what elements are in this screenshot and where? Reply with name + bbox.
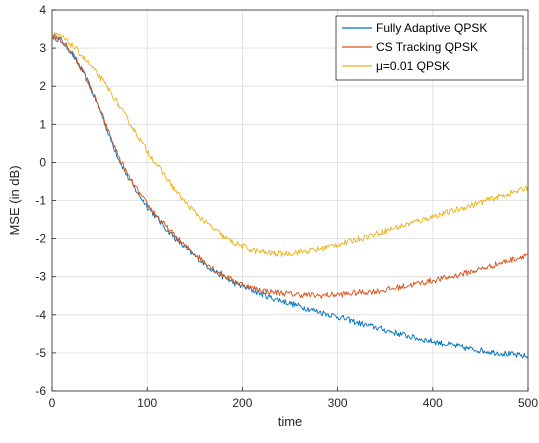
series-line-2: [52, 35, 529, 299]
y-axis-label: MSE (in dB): [7, 165, 22, 235]
legend-label-2: CS Tracking QPSK: [376, 40, 478, 54]
y-tick-label: -4: [35, 308, 46, 322]
y-tick-label: 4: [39, 3, 46, 17]
series-line-1: [52, 34, 529, 359]
y-tick-label: 2: [39, 79, 46, 93]
y-tick-label: -1: [35, 194, 46, 208]
y-tick-label: -2: [35, 232, 46, 246]
y-tick-label: 1: [39, 117, 46, 131]
y-tick-label: -3: [35, 270, 46, 284]
y-tick-label: -6: [35, 384, 46, 398]
axis-ticks: 0 100 200 300 400 500 -6 -5 -4 -3 -2 -1 0 1 2 3 4: [35, 3, 538, 410]
legend: Fully Adaptive QPSK CS Tracking QPSK μ=0.0…: [335, 15, 524, 81]
x-tick-label: 200: [232, 396, 252, 410]
x-tick-label: 300: [328, 396, 348, 410]
legend-label-1: Fully Adaptive QPSK: [376, 21, 487, 35]
y-tick-label: 3: [39, 41, 46, 55]
series-group: [52, 32, 529, 359]
x-tick-label: 400: [423, 396, 443, 410]
x-axis-label: time: [278, 414, 303, 429]
x-tick-label: 0: [49, 396, 56, 410]
x-tick-label: 500: [518, 396, 538, 410]
y-tick-label: 0: [39, 155, 46, 169]
legend-label-3: μ=0.01 QPSK: [376, 59, 450, 73]
y-tick-label: -5: [35, 346, 46, 360]
legend-box: [335, 15, 524, 81]
series-line-3: [52, 32, 529, 258]
x-tick-label: 100: [137, 396, 157, 410]
